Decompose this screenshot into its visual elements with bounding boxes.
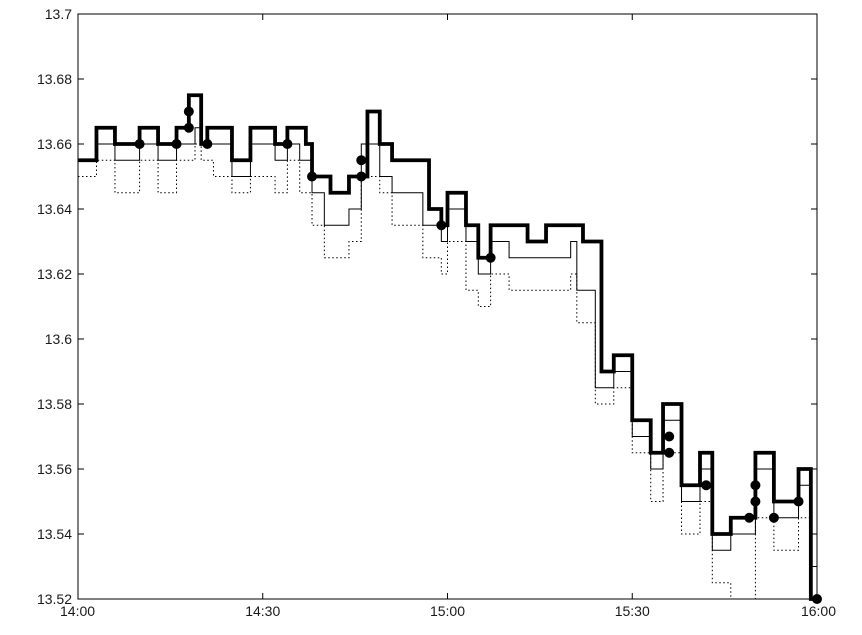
series-layer <box>78 93 817 601</box>
trade-marker <box>183 122 194 133</box>
y-tick-label: 13.64 <box>37 201 72 217</box>
y-tick-label: 13.58 <box>37 396 72 412</box>
series-line-dotted-step <box>78 143 817 600</box>
y-tick-label: 13.68 <box>37 71 72 87</box>
trade-marker <box>436 220 447 231</box>
y-tick-label: 13.56 <box>37 461 72 477</box>
x-axis-labels: 14:00 14:30 15:00 15:30 16:00 <box>60 603 836 619</box>
y-tick-label: 13.54 <box>37 526 72 542</box>
y-tick-label: 13.66 <box>37 136 72 152</box>
x-tick-label: 14:00 <box>60 603 95 619</box>
y-tick-label: 13.7 <box>45 6 72 22</box>
trade-marker <box>183 106 194 117</box>
trade-marker <box>744 512 755 523</box>
trade-marker <box>750 496 761 507</box>
trade-marker <box>768 512 779 523</box>
trade-marker <box>356 171 367 182</box>
x-tick-label: 14:30 <box>245 603 280 619</box>
trade-marker <box>202 139 213 149</box>
x-tick-label: 15:30 <box>615 603 650 619</box>
y-tick-label: 13.6 <box>45 331 72 347</box>
y-axis-labels: 13.52 13.54 13.56 13.58 13.6 13.62 13.64 13.66 1… <box>37 6 72 607</box>
trade-marker <box>664 431 675 442</box>
y-tick-label: 13.52 <box>37 591 72 607</box>
trade-marker <box>812 594 822 604</box>
trade-marker <box>701 480 712 491</box>
y-tick-label: 13.62 <box>37 266 72 282</box>
trade-marker <box>356 155 367 166</box>
trade-marker <box>485 252 496 263</box>
trade-marker <box>134 139 145 149</box>
trade-marker <box>793 496 804 507</box>
trade-marker <box>171 139 182 149</box>
trade-marker <box>307 171 318 182</box>
x-tick-label: 16:00 <box>801 603 836 619</box>
trade-marker <box>750 480 761 491</box>
trade-marker <box>282 139 293 149</box>
x-tick-label: 15:00 <box>430 603 465 619</box>
marker-layer <box>134 106 822 604</box>
series-line-thick-step <box>78 93 817 601</box>
trade-marker <box>664 447 675 458</box>
